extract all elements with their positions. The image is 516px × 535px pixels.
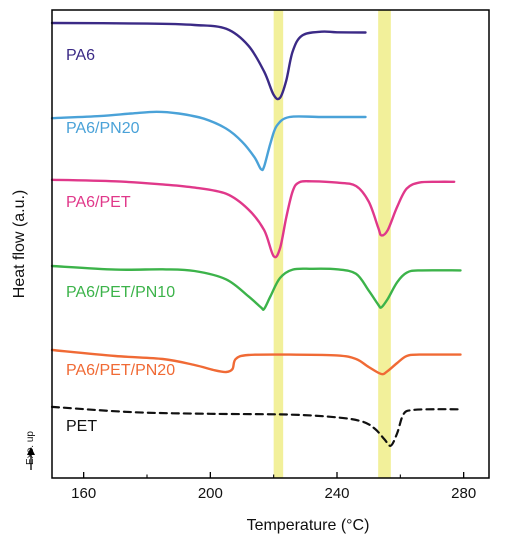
- series-line-pa6-pet: [50, 178, 456, 259]
- x-tick-label-160: 160: [71, 485, 96, 502]
- x-tick-label-280: 280: [451, 485, 476, 502]
- series-label-pa6-pn20: PA6/PN20: [66, 120, 140, 137]
- series-label-pa6: PA6: [66, 47, 95, 64]
- exo-up-label: Exo. up: [25, 431, 36, 465]
- series-labels: PA6 PA6/PN20 PA6/PET PA6/PET/PN10 PA6/PET/PN…: [66, 47, 175, 435]
- series-label-pa6-pet-pn10: PA6/PET/PN10: [66, 284, 175, 301]
- highlight-band-1: [273, 10, 284, 478]
- series-group: [50, 21, 462, 447]
- series-label-pa6-pet-pn20: PA6/PET/PN20: [66, 362, 175, 379]
- exo-up-indicator: Exo. up: [25, 431, 36, 470]
- series-line-pa6-pet-pn10: [50, 264, 462, 311]
- series-label-pa6-pet: PA6/PET: [66, 194, 131, 211]
- series-line-pa6: [50, 21, 367, 101]
- highlight-band-2: [378, 10, 391, 478]
- x-axis-label: Temperature (°C): [247, 517, 370, 534]
- series-line-pa6-pet-pn20: [50, 348, 462, 376]
- highlight-bands: [273, 10, 391, 478]
- x-axis-ticks: 160 200 240 280: [71, 472, 476, 502]
- x-tick-label-200: 200: [198, 485, 223, 502]
- plot-frame: [51, 9, 490, 479]
- y-axis-label: Heat flow (a.u.): [11, 190, 28, 298]
- series-line-pet: [50, 405, 462, 447]
- exo-up-arrow-icon: [27, 447, 35, 455]
- x-tick-label-240: 240: [324, 485, 349, 502]
- series-label-pet: PET: [66, 418, 97, 435]
- series-line-pa6-pn20: [50, 110, 367, 172]
